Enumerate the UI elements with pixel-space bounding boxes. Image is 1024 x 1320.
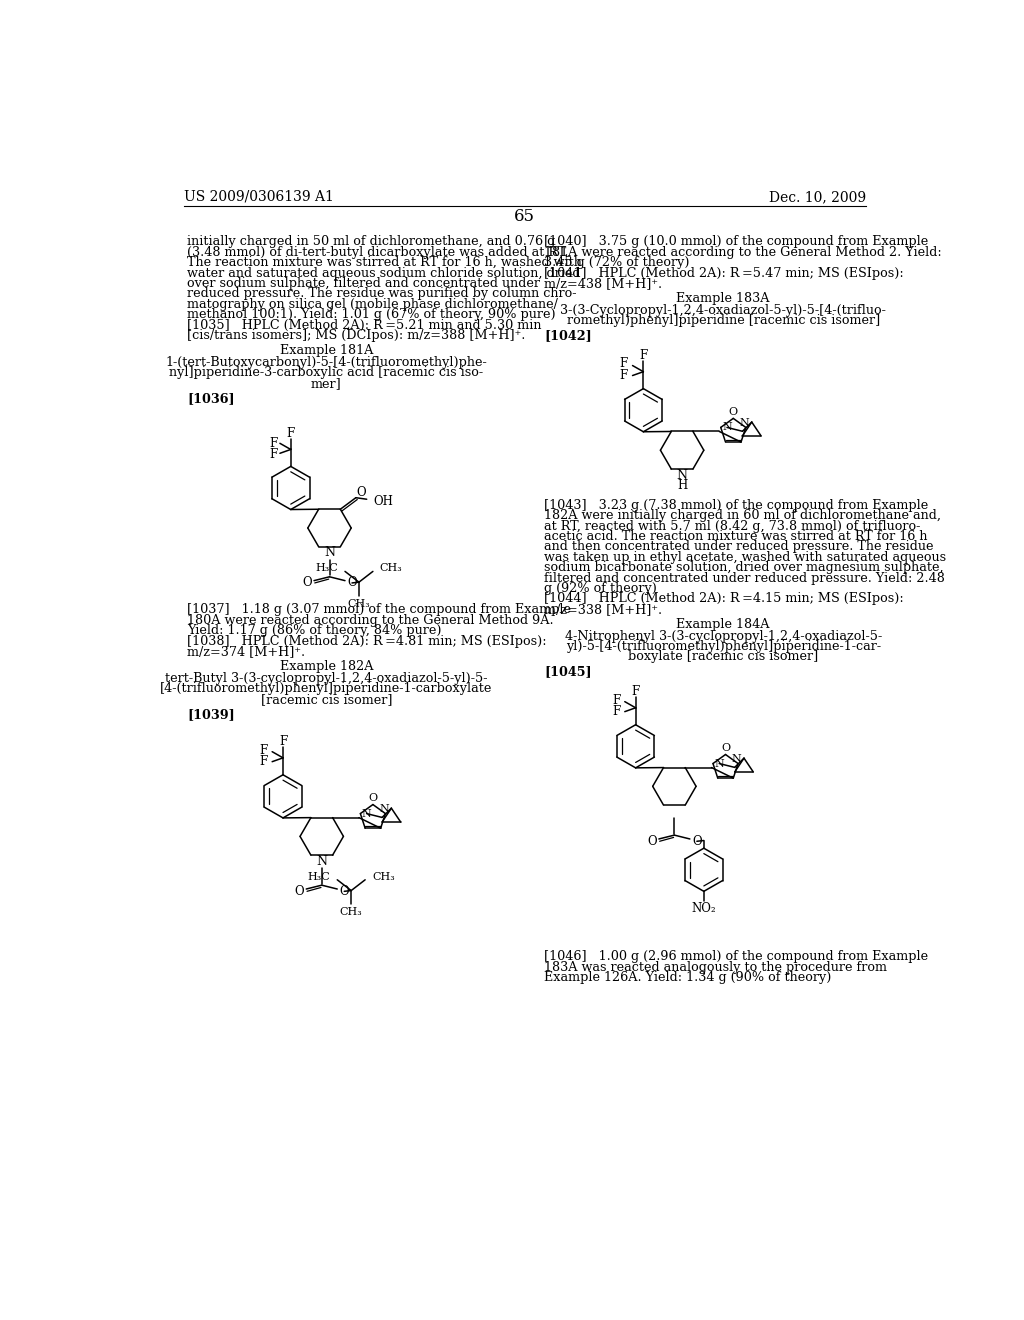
Text: mer]: mer] — [311, 376, 342, 389]
Text: F: F — [620, 358, 628, 371]
Text: [1044]   HPLC (Method 2A): R =4.15 min; MS (ESIpos):: [1044] HPLC (Method 2A): R =4.15 min; MS… — [544, 593, 904, 606]
Text: CH₃: CH₃ — [372, 871, 395, 882]
Text: g (92% of theory): g (92% of theory) — [544, 582, 657, 595]
Text: N: N — [731, 754, 741, 764]
Text: yl)-5-[4-(trifluoromethyl)phenyl]piperidine-1-car-: yl)-5-[4-(trifluoromethyl)phenyl]piperid… — [565, 640, 881, 653]
Text: H: H — [677, 479, 687, 492]
Text: [1037]   1.18 g (3.07 mmol) of the compound from Example: [1037] 1.18 g (3.07 mmol) of the compoun… — [187, 603, 571, 616]
Text: was taken up in ethyl acetate, washed with saturated aqueous: was taken up in ethyl acetate, washed wi… — [544, 550, 946, 564]
Text: 4-Nitrophenyl 3-(3-cyclopropyl-1,2,4-oxadiazol-5-: 4-Nitrophenyl 3-(3-cyclopropyl-1,2,4-oxa… — [564, 630, 882, 643]
Text: over sodium sulphate, filtered and concentrated under: over sodium sulphate, filtered and conce… — [187, 277, 540, 290]
Text: 1-(tert-Butoxycarbonyl)-5-[4-(trifluoromethyl)phe-: 1-(tert-Butoxycarbonyl)-5-[4-(trifluorom… — [166, 356, 487, 368]
Text: 182A were initially charged in 60 ml of dichloromethane and,: 182A were initially charged in 60 ml of … — [544, 510, 941, 523]
Text: methanol 100:1). Yield: 1.01 g (67% of theory, 90% pure): methanol 100:1). Yield: 1.01 g (67% of t… — [187, 308, 556, 321]
Text: F: F — [269, 449, 278, 462]
Text: O: O — [721, 743, 730, 754]
Text: romethyl)phenyl]piperidine [racemic cis isomer]: romethyl)phenyl]piperidine [racemic cis … — [566, 314, 880, 327]
Text: [1041]   HPLC (Method 2A): R =5.47 min; MS (ESIpos):: [1041] HPLC (Method 2A): R =5.47 min; MS… — [544, 267, 904, 280]
Text: H₃C: H₃C — [315, 564, 338, 573]
Text: F: F — [259, 755, 267, 768]
Text: boxylate [racemic cis isomer]: boxylate [racemic cis isomer] — [628, 651, 818, 664]
Text: [1036]: [1036] — [187, 392, 234, 405]
Text: [1045]: [1045] — [544, 665, 592, 678]
Text: filtered and concentrated under reduced pressure. Yield: 2.48: filtered and concentrated under reduced … — [544, 572, 945, 585]
Text: acetic acid. The reaction mixture was stirred at RT for 16 h: acetic acid. The reaction mixture was st… — [544, 529, 928, 543]
Text: m/z=338 [M+H]⁺.: m/z=338 [M+H]⁺. — [544, 603, 663, 615]
Text: 3-(3-Cyclopropyl-1,2,4-oxadiazol-5-yl)-5-[4-(trifluo-: 3-(3-Cyclopropyl-1,2,4-oxadiazol-5-yl)-5… — [560, 304, 886, 317]
Text: O: O — [692, 834, 701, 847]
Text: [cis/trans isomers]; MS (DCIpos): m/z=388 [M+H]⁺.: [cis/trans isomers]; MS (DCIpos): m/z=38… — [187, 329, 525, 342]
Text: O: O — [356, 486, 367, 499]
Text: at RT, reacted with 5.7 ml (8.42 g, 73.8 mmol) of trifluoro-: at RT, reacted with 5.7 ml (8.42 g, 73.8… — [544, 520, 921, 532]
Text: matography on silica gel (mobile phase dichloromethane/: matography on silica gel (mobile phase d… — [187, 298, 558, 310]
Text: Example 183A: Example 183A — [677, 293, 770, 305]
Text: F: F — [269, 437, 278, 450]
Text: O: O — [295, 884, 304, 898]
Text: [1035]   HPLC (Method 2A): R =5.21 min and 5.30 min: [1035] HPLC (Method 2A): R =5.21 min and… — [187, 318, 542, 331]
Text: O: O — [302, 577, 312, 590]
Text: initially charged in 50 ml of dichloromethane, and 0.76 g: initially charged in 50 ml of dichlorome… — [187, 235, 555, 248]
Text: sodium bicarbonate solution, dried over magnesium sulphate,: sodium bicarbonate solution, dried over … — [544, 561, 944, 574]
Text: N: N — [316, 855, 328, 867]
Text: F: F — [287, 426, 295, 440]
Text: tert-Butyl 3-(3-cyclopropyl-1,2,4-oxadiazol-5-yl)-5-: tert-Butyl 3-(3-cyclopropyl-1,2,4-oxadia… — [165, 672, 487, 685]
Text: [1039]: [1039] — [187, 708, 234, 721]
Text: m/z=438 [M+H]⁺.: m/z=438 [M+H]⁺. — [544, 277, 663, 290]
Text: and then concentrated under reduced pressure. The residue: and then concentrated under reduced pres… — [544, 540, 934, 553]
Text: [1046]   1.00 g (2.96 mmol) of the compound from Example: [1046] 1.00 g (2.96 mmol) of the compoun… — [544, 950, 929, 964]
Text: 183A was reacted analogously to the procedure from: 183A was reacted analogously to the proc… — [544, 961, 887, 974]
Text: F: F — [612, 705, 621, 718]
Text: N: N — [715, 759, 724, 768]
Text: F: F — [620, 370, 628, 381]
Text: 65: 65 — [514, 209, 536, 226]
Text: (3.48 mmol) of di-tert-butyl dicarboxylate was added at RT.: (3.48 mmol) of di-tert-butyl dicarboxyla… — [187, 246, 568, 259]
Text: N: N — [361, 809, 372, 818]
Text: [1042]: [1042] — [544, 330, 592, 342]
Text: 181A were reacted according to the General Method 2. Yield:: 181A were reacted according to the Gener… — [544, 246, 942, 259]
Text: 3.45 g (72% of theory): 3.45 g (72% of theory) — [544, 256, 690, 269]
Text: F: F — [279, 735, 287, 748]
Text: OH: OH — [374, 495, 393, 508]
Text: US 2009/0306139 A1: US 2009/0306139 A1 — [183, 190, 334, 203]
Text: N: N — [324, 546, 335, 560]
Text: O: O — [369, 793, 378, 804]
Text: [1040]   3.75 g (10.0 mmol) of the compound from Example: [1040] 3.75 g (10.0 mmol) of the compoun… — [544, 235, 929, 248]
Text: F: F — [632, 685, 640, 698]
Text: Example 182A: Example 182A — [280, 660, 373, 673]
Text: O: O — [647, 834, 656, 847]
Text: N: N — [677, 469, 688, 482]
Text: F: F — [612, 693, 621, 706]
Text: H₃C: H₃C — [307, 871, 331, 882]
Text: O: O — [729, 408, 738, 417]
Text: reduced pressure. The residue was purified by column chro-: reduced pressure. The residue was purifi… — [187, 288, 577, 301]
Text: 180A were reacted according to the General Method 9A.: 180A were reacted according to the Gener… — [187, 614, 554, 627]
Text: [4-(trifluoromethyl)phenyl]piperidine-1-carboxylate: [4-(trifluoromethyl)phenyl]piperidine-1-… — [160, 682, 493, 696]
Text: Example 126A. Yield: 1.34 g (90% of theory): Example 126A. Yield: 1.34 g (90% of theo… — [544, 972, 831, 985]
Text: O: O — [339, 884, 349, 898]
Text: CH₃: CH₃ — [347, 599, 371, 609]
Text: O: O — [347, 577, 356, 590]
Text: N: N — [739, 418, 750, 428]
Text: F: F — [259, 743, 267, 756]
Text: [1043]   3.23 g (7.38 mmol) of the compound from Example: [1043] 3.23 g (7.38 mmol) of the compoun… — [544, 499, 929, 512]
Text: water and saturated aqueous sodium chloride solution, dried: water and saturated aqueous sodium chlor… — [187, 267, 581, 280]
Text: NO₂: NO₂ — [691, 902, 716, 915]
Text: nyl]piperidine-3-carboxylic acid [racemic cis iso-: nyl]piperidine-3-carboxylic acid [racemi… — [169, 367, 483, 379]
Text: N: N — [379, 804, 389, 814]
Text: m/z=374 [M+H]⁺.: m/z=374 [M+H]⁺. — [187, 645, 305, 659]
Text: N: N — [722, 422, 732, 433]
Text: The reaction mixture was stirred at RT for 16 h, washed with: The reaction mixture was stirred at RT f… — [187, 256, 582, 269]
Text: Dec. 10, 2009: Dec. 10, 2009 — [769, 190, 866, 203]
Text: [racemic cis isomer]: [racemic cis isomer] — [261, 693, 392, 706]
Text: CH₃: CH₃ — [380, 564, 402, 573]
Text: CH₃: CH₃ — [340, 907, 362, 917]
Text: [1038]   HPLC (Method 2A): R =4.81 min; MS (ESIpos):: [1038] HPLC (Method 2A): R =4.81 min; MS… — [187, 635, 547, 648]
Text: F: F — [639, 348, 647, 362]
Text: Example 181A: Example 181A — [280, 345, 373, 358]
Text: Yield: 1.17 g (86% of theory, 84% pure): Yield: 1.17 g (86% of theory, 84% pure) — [187, 624, 441, 638]
Text: Example 184A: Example 184A — [677, 618, 770, 631]
